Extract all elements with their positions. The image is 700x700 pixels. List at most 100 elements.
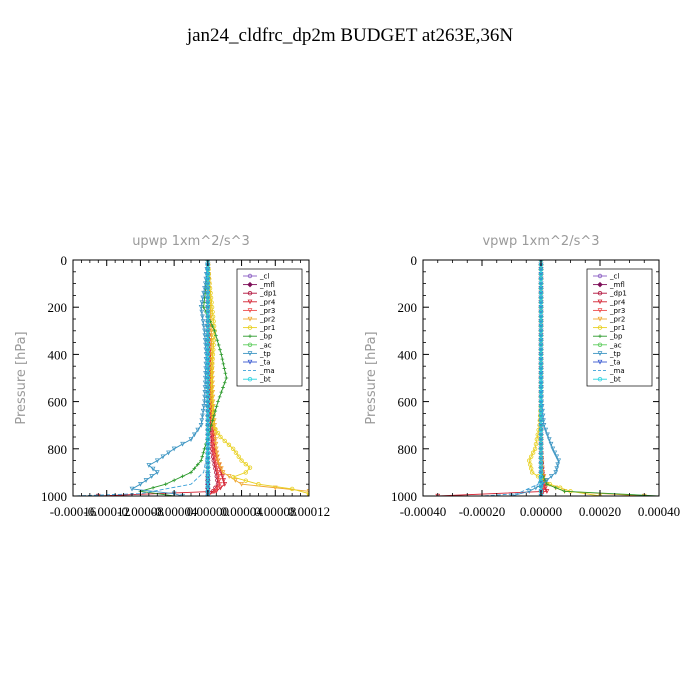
vpwp-pr4-point <box>544 489 550 494</box>
upwp-y-tick-label: 800 <box>48 442 68 457</box>
vpwp-pr1-point <box>527 458 532 463</box>
upwp-bp-point <box>216 343 221 347</box>
upwp-pr1-point <box>233 450 239 455</box>
upwp-pr2-point <box>218 466 224 472</box>
upwp-tp-point <box>171 446 177 452</box>
upwp-series-bp-markers <box>138 260 229 496</box>
upwp-pr1-point <box>210 356 215 362</box>
upwp-legend-tp-marker <box>247 351 253 356</box>
vpwp-y-tick-label: 1000 <box>391 489 417 504</box>
upwp-panel: upwp 1xm^2/s^3 Pressure [hPa] 0 200 400 600… <box>14 234 330 519</box>
upwp-x-tick-label: -0.00004 <box>151 504 198 519</box>
vpwp-bt-point <box>538 286 544 291</box>
vpwp-legend-pr4-marker <box>597 299 603 305</box>
upwp-legend-mfl-label: _mfl <box>259 281 275 289</box>
upwp-pr1-point <box>211 342 216 348</box>
vpwp-bp-point <box>545 482 549 486</box>
vpwp-x-tick-label: 0.00000 <box>520 504 562 519</box>
upwp-bt-point <box>205 385 211 390</box>
upwp-tp-point <box>180 441 185 447</box>
upwp-pr1-point <box>230 446 236 451</box>
upwp-bt-point <box>205 446 211 451</box>
upwp-tp-point <box>160 454 166 460</box>
vpwp-bt-point <box>538 465 544 470</box>
vpwp-legend-pr1-label: _pr1 <box>609 324 625 332</box>
upwp-pr3-point <box>214 466 220 472</box>
upwp-x-tick-label: -0.00016 <box>50 504 97 519</box>
upwp-bt-point <box>205 423 211 428</box>
upwp-bt-point <box>205 399 211 404</box>
vpwp-bt-point <box>538 271 544 277</box>
upwp-pr3-point <box>210 446 216 452</box>
upwp-bt-point <box>205 328 211 333</box>
upwp-pr2-point <box>306 489 309 494</box>
upwp-pr3-point <box>214 485 220 491</box>
vpwp-pr1-point <box>533 441 539 447</box>
vpwp-tp-point <box>554 466 560 472</box>
upwp-bp-point <box>221 362 226 366</box>
upwp-bt-point <box>205 271 211 277</box>
vpwp-bt-point <box>538 281 544 286</box>
vpwp-x-tick-label: 0.00040 <box>638 504 680 519</box>
upwp-bp-point <box>201 305 206 309</box>
vpwp-pr1-point <box>529 470 535 475</box>
upwp-bp-point <box>223 371 228 376</box>
vpwp-bt-point <box>538 446 544 451</box>
upwp-pr2-point <box>213 446 219 452</box>
upwp-pr3-point <box>207 380 213 386</box>
upwp-pr1-point <box>209 399 215 404</box>
vpwp-bt-point <box>538 399 544 404</box>
upwp-pr1-point <box>210 404 215 409</box>
upwp-bt-point <box>205 286 211 291</box>
vpwp-bt-point <box>538 352 544 357</box>
upwp-legend-bt-marker <box>247 377 253 382</box>
upwp-pr4-point <box>220 474 225 479</box>
upwp-bt-point <box>205 347 211 352</box>
upwp-x-tick-label: -0.00012 <box>83 504 130 519</box>
upwp-legend-pr3-label: _pr3 <box>259 307 275 315</box>
upwp-legend-cl-marker <box>247 273 253 279</box>
upwp-bt-point <box>205 456 211 461</box>
upwp-legend-bp-marker <box>248 334 252 338</box>
upwp-pr4-point <box>222 482 228 487</box>
vpwp-bt-point <box>538 413 544 418</box>
vpwp-bt-point <box>538 305 544 310</box>
upwp-legend-ta-label: _ta <box>259 359 271 367</box>
vpwp-bt-point <box>538 479 544 485</box>
upwp-tp-point <box>202 394 208 400</box>
upwp-pr2-point <box>226 474 232 479</box>
upwp-bt-point <box>205 323 211 329</box>
figure-title: jan24_cldfrc_dp2m BUDGET at263E,36N <box>186 25 514 46</box>
vpwp-bt-point <box>538 347 544 352</box>
upwp-pr2-point <box>215 454 220 460</box>
upwp-bt-point <box>205 441 211 447</box>
upwp-legend-pr2-marker <box>247 316 253 322</box>
upwp-tp-point <box>154 458 160 464</box>
vpwp-legend-mfl-marker <box>597 281 603 288</box>
vpwp-bt-point <box>538 276 544 282</box>
vpwp-y-tick-label: 400 <box>398 347 418 362</box>
upwp-pr2-point <box>217 462 223 468</box>
upwp-bt-point <box>205 404 211 409</box>
upwp-tp-point <box>143 478 149 483</box>
upwp-legend-ma-label: _ma <box>259 367 275 375</box>
vpwp-bt-point <box>538 484 544 489</box>
vpwp-bt-point <box>538 427 544 433</box>
upwp-bt-point <box>205 356 211 362</box>
upwp-tp-point <box>200 314 205 320</box>
vpwp-bt-point <box>538 456 544 461</box>
upwp-pr2-point <box>207 300 213 306</box>
upwp-bt-point <box>205 276 211 282</box>
vpwp-tp-point <box>548 474 554 479</box>
upwp-x-tick-label: 0.00012 <box>288 504 330 519</box>
upwp-bt-point <box>205 281 211 286</box>
vpwp-series-bt-markers <box>538 260 544 496</box>
upwp-pr3-point <box>213 458 218 464</box>
upwp-pr1-point <box>215 430 221 436</box>
upwp-tp-point <box>201 404 207 409</box>
upwp-y-tick-label: 400 <box>48 347 68 362</box>
upwp-bt-point <box>205 418 211 423</box>
upwp-pr4-point <box>218 485 223 491</box>
upwp-bt-point <box>205 380 211 385</box>
vpwp-pr1-point <box>528 466 534 471</box>
